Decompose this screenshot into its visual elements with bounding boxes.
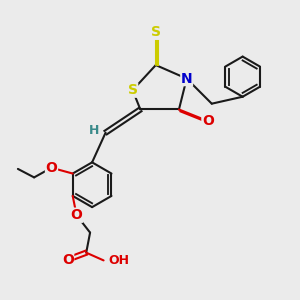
Text: O: O [46, 161, 57, 175]
Text: O: O [62, 253, 74, 267]
Text: H: H [89, 124, 99, 137]
Text: O: O [202, 114, 214, 128]
Text: S: S [128, 83, 138, 97]
Text: OH: OH [108, 254, 129, 267]
Text: O: O [70, 208, 83, 222]
Text: N: N [181, 72, 193, 86]
Text: S: S [151, 25, 161, 39]
